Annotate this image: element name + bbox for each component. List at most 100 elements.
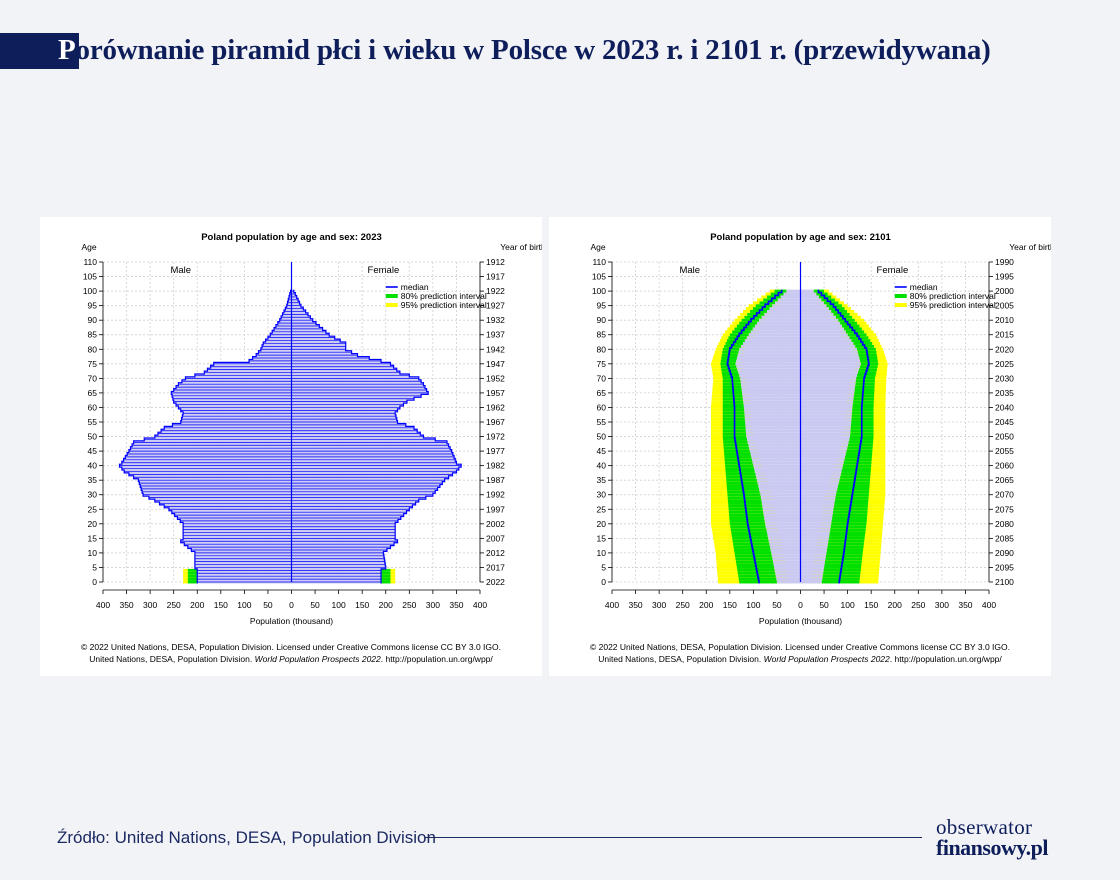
birth-year-tick-label: 1937 bbox=[486, 330, 505, 340]
x-tick-label: 150 bbox=[723, 600, 737, 610]
birth-year-tick-label: 1927 bbox=[486, 301, 505, 311]
male-bar bbox=[765, 522, 801, 526]
male-bar bbox=[743, 342, 801, 345]
age-tick-label: 80 bbox=[88, 344, 98, 354]
female-bar bbox=[800, 542, 828, 546]
male-bar bbox=[740, 382, 801, 386]
female-bar bbox=[800, 429, 851, 433]
age-tick-label: 30 bbox=[88, 490, 98, 500]
x-tick-label: 400 bbox=[605, 600, 619, 610]
female-pi80-bar bbox=[827, 542, 864, 546]
male-bar bbox=[752, 461, 801, 465]
logo-line-2: finansowy.pl bbox=[936, 835, 1049, 860]
chart-title: Poland population by age and sex: 2101 bbox=[710, 232, 891, 243]
male-pi80-bar bbox=[722, 382, 741, 386]
male-pi80-bar bbox=[722, 347, 740, 351]
female-pi80-bar bbox=[381, 571, 391, 575]
y-axis-label-left: Age bbox=[590, 242, 605, 252]
x-tick-label: 350 bbox=[449, 600, 463, 610]
male-bar bbox=[767, 534, 801, 537]
age-tick-label: 95 bbox=[597, 301, 607, 311]
female-bar bbox=[800, 333, 848, 337]
age-tick-label: 55 bbox=[597, 417, 607, 427]
legend-item: 95% prediction interval bbox=[401, 300, 487, 310]
female-bar bbox=[800, 304, 827, 308]
male-bar bbox=[754, 324, 801, 328]
female-pi80-bar bbox=[824, 566, 862, 569]
male-bar bbox=[758, 484, 801, 488]
birth-year-tick-label: 2085 bbox=[995, 533, 1014, 543]
x-axis-label: Population (thousand) bbox=[250, 616, 333, 626]
female-bar bbox=[800, 484, 838, 488]
x-tick-label: 300 bbox=[652, 600, 666, 610]
birth-year-tick-label: 2010 bbox=[995, 315, 1014, 325]
male-bar bbox=[736, 359, 801, 363]
female-bar bbox=[800, 310, 832, 313]
birth-year-tick-label: 2070 bbox=[995, 490, 1014, 500]
age-tick-label: 5 bbox=[601, 562, 606, 572]
male-bar bbox=[739, 347, 801, 351]
male-bar bbox=[735, 362, 801, 366]
male-bar bbox=[773, 563, 801, 566]
male-pi80-bar bbox=[750, 310, 767, 313]
female-bar bbox=[800, 426, 851, 430]
age-tick-label: 20 bbox=[597, 519, 607, 529]
female-bar bbox=[800, 400, 854, 404]
male-bar bbox=[741, 344, 801, 348]
male-bar bbox=[739, 374, 801, 377]
male-bar bbox=[770, 548, 801, 552]
birth-year-tick-label: 2035 bbox=[995, 388, 1014, 398]
female-bar bbox=[800, 312, 834, 316]
male-pi80-bar bbox=[738, 577, 777, 581]
female-pi80-bar bbox=[853, 397, 874, 401]
age-tick-label: 5 bbox=[92, 562, 97, 572]
female-bar bbox=[800, 566, 825, 569]
brand-logo[interactable]: obserwator finansowy.pl bbox=[936, 817, 1076, 860]
female-pi80-bar bbox=[855, 379, 875, 383]
female-bar bbox=[800, 374, 858, 377]
x-tick-label: 350 bbox=[628, 600, 642, 610]
female-pi80-bar bbox=[381, 580, 391, 584]
birth-year-tick-label: 1987 bbox=[486, 475, 505, 485]
x-tick-label: 250 bbox=[911, 600, 925, 610]
female-pi80-bar bbox=[381, 577, 391, 581]
female-bar bbox=[800, 551, 827, 555]
female-pi80-bar bbox=[852, 406, 874, 409]
male-bar bbox=[772, 560, 801, 564]
female-bar bbox=[800, 347, 858, 351]
male-pi80-bar bbox=[722, 408, 745, 412]
female-bar bbox=[800, 344, 856, 348]
male-bar bbox=[751, 455, 801, 459]
age-tick-label: 60 bbox=[88, 402, 98, 412]
age-tick-label: 15 bbox=[597, 533, 607, 543]
female-pi80-bar bbox=[828, 307, 845, 310]
female-pi80-bar bbox=[831, 519, 867, 523]
male-bar bbox=[753, 464, 801, 468]
female-pi80-bar bbox=[381, 568, 391, 572]
legend-item: median bbox=[401, 282, 429, 292]
female-bar bbox=[800, 315, 836, 319]
y-axis-label-left: Age bbox=[81, 242, 96, 252]
birth-year-tick-label: 1990 bbox=[995, 257, 1014, 267]
male-bar bbox=[749, 446, 801, 450]
female-median-outline bbox=[817, 289, 870, 584]
male-pi80-bar bbox=[187, 568, 198, 572]
page-title-first-letter: P bbox=[58, 34, 76, 66]
female-pi80-bar bbox=[825, 560, 862, 564]
female-bar bbox=[800, 507, 834, 511]
birth-year-tick-label: 1977 bbox=[486, 446, 505, 456]
female-pi80-bar bbox=[824, 563, 862, 566]
female-bar bbox=[800, 391, 855, 395]
age-tick-label: 110 bbox=[83, 257, 97, 267]
male-bar bbox=[764, 312, 801, 316]
birth-year-tick-label: 2012 bbox=[486, 548, 505, 558]
pyramid-chart-2023: 0 2022 5 2017 10 2012 15 2007 20 2002 25 1997 30 1992… bbox=[81, 232, 542, 664]
female-bar bbox=[800, 502, 835, 505]
female-bar bbox=[800, 403, 853, 406]
female-bar bbox=[800, 438, 850, 441]
female-bar bbox=[800, 534, 830, 537]
female-bar bbox=[800, 339, 852, 342]
male-bar bbox=[766, 310, 801, 313]
